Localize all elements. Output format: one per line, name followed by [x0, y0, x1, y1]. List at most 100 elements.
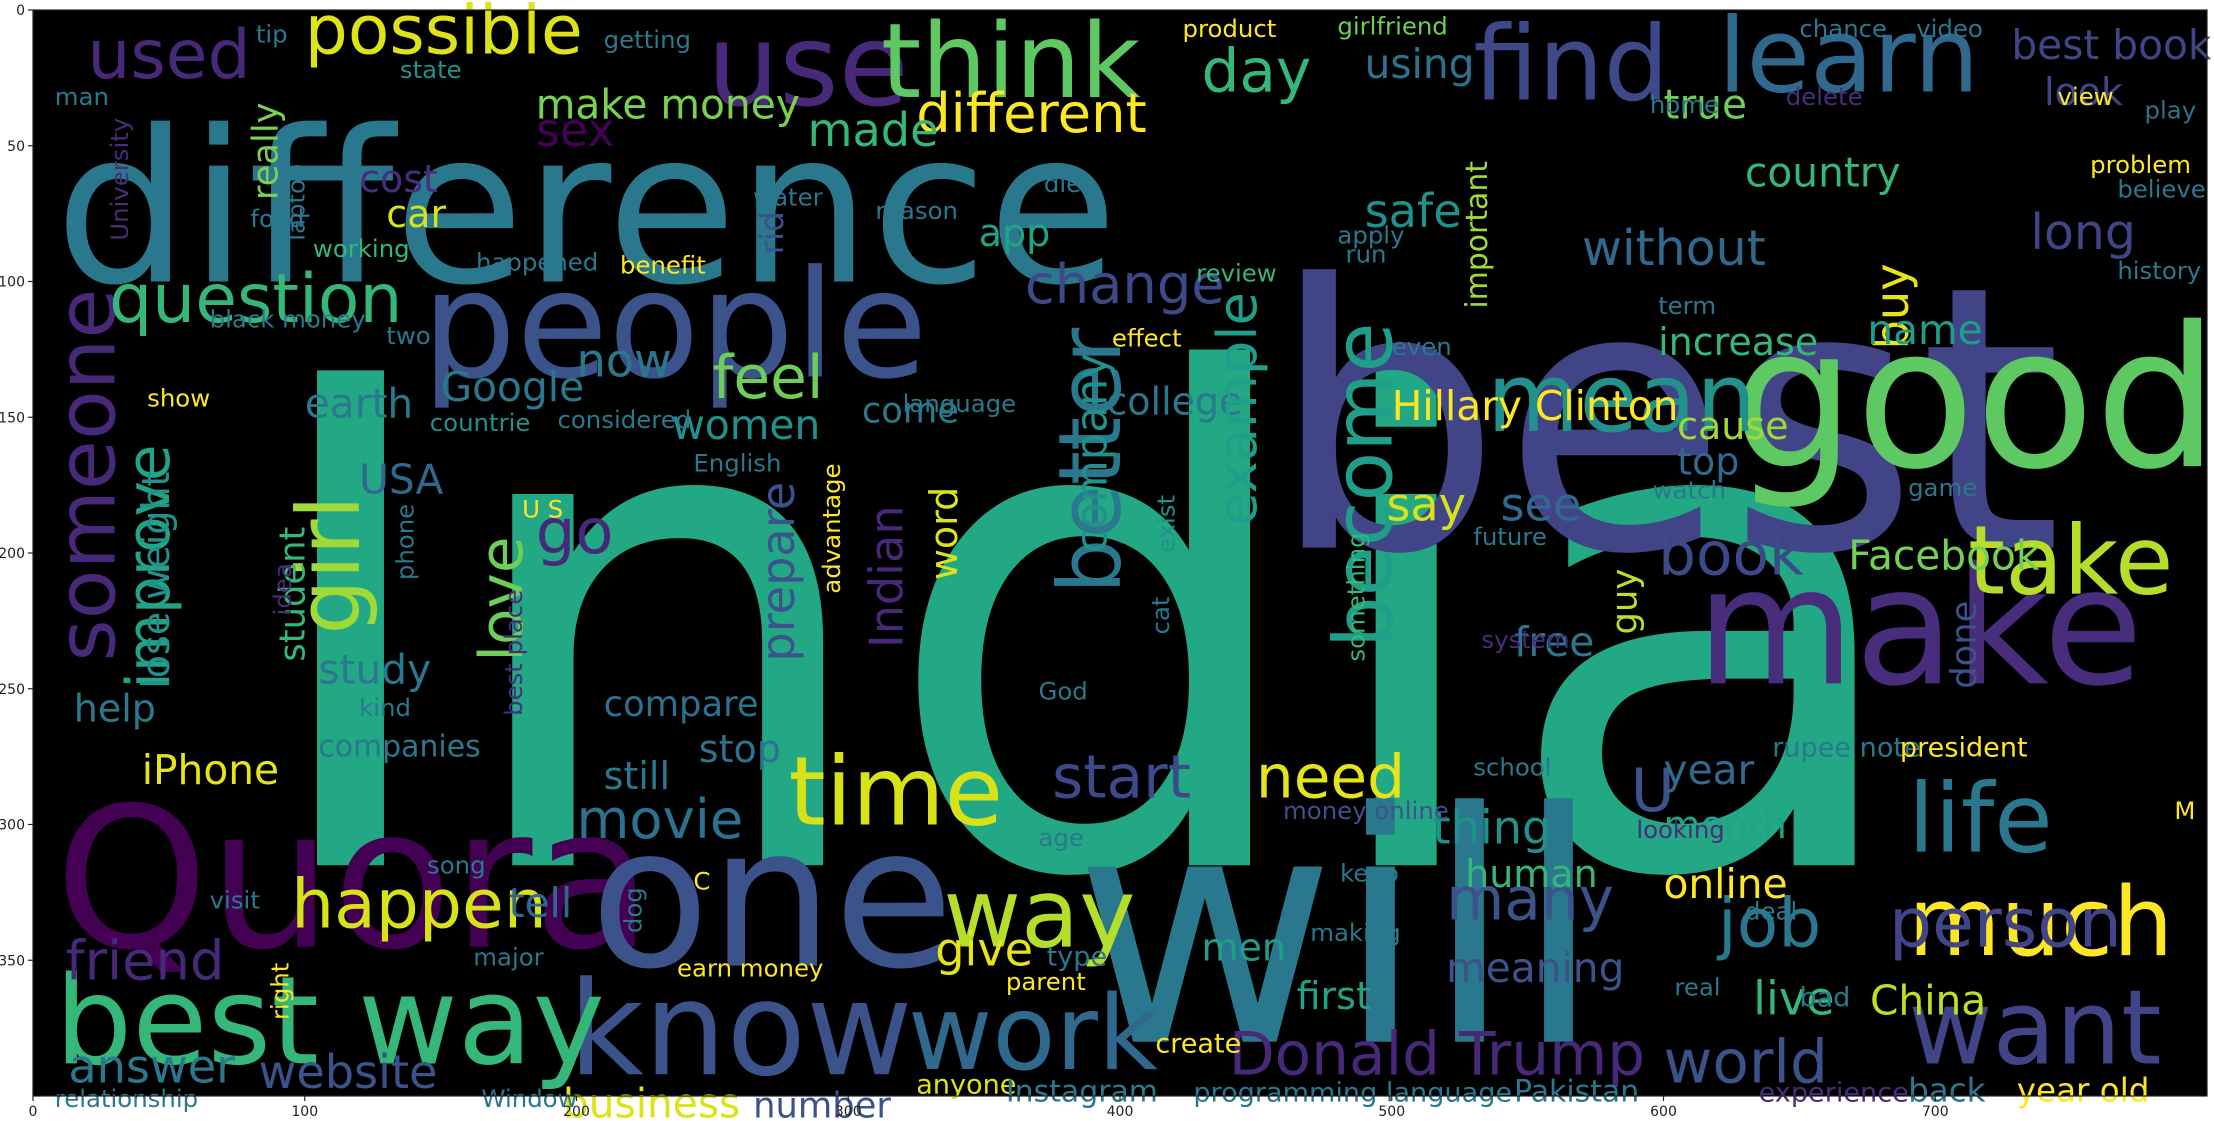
word-best-book: best book: [2011, 21, 2212, 69]
word-life: life: [1908, 765, 2053, 875]
word-language: language: [903, 389, 1017, 418]
y-axis: 0 50 100 150 200 250 300 350: [0, 3, 33, 969]
word-lose-weight: lose weight: [134, 472, 178, 689]
word-benefit: benefit: [620, 250, 706, 279]
word-show: show: [147, 383, 210, 412]
word-window: Window: [481, 1084, 577, 1113]
word-delete: delete: [1786, 82, 1863, 111]
word-day: day: [1202, 37, 1312, 106]
word-long: long: [2030, 204, 2136, 261]
word-m: M: [2174, 796, 2195, 825]
word-even: even: [1392, 332, 1452, 361]
word-companies: companies: [318, 730, 480, 765]
word-good: good: [1731, 286, 2214, 513]
word-two: two: [386, 321, 430, 350]
word-review: review: [1196, 259, 1277, 288]
word-donald-trump: Donald Trump: [1229, 1020, 1645, 1089]
word-god: God: [1038, 677, 1087, 706]
word-die: die: [1044, 169, 1081, 198]
word-increase: increase: [1658, 320, 1818, 364]
word-president: president: [1900, 733, 2028, 764]
word-think: think: [881, 2, 1141, 122]
x-tick-label: 0: [29, 1104, 38, 1120]
word-company: company: [1067, 353, 1117, 553]
word-food: food: [250, 204, 304, 233]
word-girl: girl: [279, 495, 380, 634]
word-system: system: [1481, 625, 1569, 654]
word-live: live: [1753, 972, 1834, 1026]
word-cost: cost: [359, 157, 438, 201]
word-believe: believe: [2117, 174, 2206, 203]
x-tick-label: 200: [563, 1104, 590, 1120]
word-make: make: [1696, 533, 2143, 722]
word-person: person: [1889, 885, 2122, 964]
x-tick-label: 100: [291, 1104, 318, 1120]
word-major: major: [473, 943, 544, 972]
word-keep: keep: [1340, 859, 1399, 888]
word-say: say: [1386, 477, 1466, 531]
y-tick-label: 0: [16, 3, 25, 19]
word-chance: chance: [1799, 14, 1887, 43]
word-done: done: [1944, 601, 1985, 689]
word-give: give: [935, 923, 1033, 977]
word-best-way: best way: [55, 950, 605, 1092]
word-iphone: iPhone: [142, 746, 279, 794]
word-working: working: [313, 234, 410, 263]
word-state: state: [400, 55, 462, 84]
word-compare: compare: [604, 684, 759, 725]
word-something: something: [1342, 532, 1371, 661]
word-name: name: [1867, 306, 1982, 354]
word-play: play: [2144, 96, 2196, 125]
x-tick-label: 700: [1922, 1104, 1949, 1120]
word-using: using: [1365, 40, 1475, 88]
word-find: find: [1473, 5, 1669, 125]
word-tell: tell: [509, 879, 573, 927]
word-car: car: [386, 192, 446, 236]
word-quora: Quora: [55, 767, 653, 994]
word-history: history: [2117, 256, 2201, 285]
x-axis: 0 100 200 300 400 500 600 700: [29, 1096, 1949, 1120]
word-study: study: [318, 645, 431, 693]
word-love: love: [468, 536, 537, 661]
word-need: need: [1256, 743, 1405, 812]
x-tick-label: 600: [1650, 1104, 1677, 1120]
word-rid: rid: [753, 211, 791, 254]
word-phone: phone: [390, 504, 419, 580]
word-product: product: [1183, 14, 1277, 43]
word-view: view: [2058, 82, 2114, 111]
word-human: human: [1465, 852, 1598, 896]
y-tick-label: 200: [0, 546, 25, 562]
word-become: become: [1317, 322, 1412, 648]
word-sex: sex: [536, 103, 615, 157]
word-improve: improve: [115, 444, 184, 688]
y-tick-label: 100: [0, 275, 25, 291]
word-programming-language: programming language: [1193, 1077, 1512, 1108]
word-stop: stop: [699, 727, 781, 771]
y-tick-label: 250: [0, 682, 25, 698]
word-help: help: [74, 686, 156, 730]
word-china: China: [1870, 977, 1986, 1025]
word-student: student: [273, 527, 314, 662]
word-making: making: [1310, 918, 1401, 947]
word-money-online: money online: [1283, 796, 1449, 825]
word-book: book: [1658, 521, 1804, 590]
word-want: want: [1908, 968, 2162, 1088]
word-facebook: Facebook: [1848, 531, 2040, 579]
word-real: real: [1674, 973, 1720, 1002]
word-tip: tip: [256, 20, 288, 49]
word-water: water: [753, 182, 823, 211]
word-visit: visit: [210, 886, 260, 915]
word-will: will: [1074, 745, 1603, 1118]
word-made: made: [807, 103, 938, 157]
word-run: run: [1346, 239, 1387, 268]
word-problem: problem: [2090, 150, 2191, 179]
word-best: best: [1269, 209, 2062, 635]
word-u-s: U S: [522, 495, 563, 524]
word-top: top: [1677, 439, 1739, 483]
word-much: much: [1908, 868, 2173, 978]
word-time: time: [788, 738, 1003, 848]
word-c: C: [693, 867, 710, 896]
word-change: change: [1025, 253, 1225, 316]
word-number: number: [753, 1086, 891, 1121]
